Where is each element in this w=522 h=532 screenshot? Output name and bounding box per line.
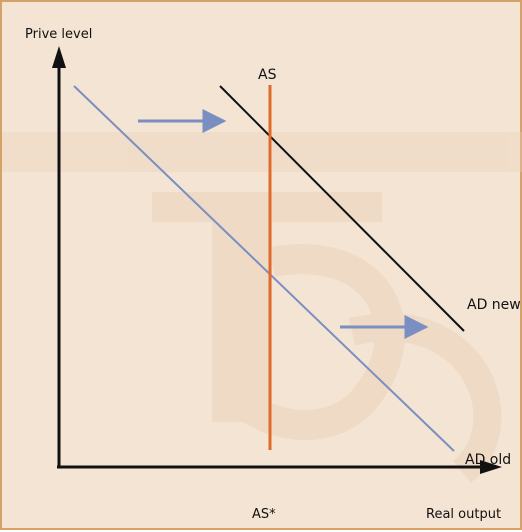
ad-new-label: AD new (467, 297, 521, 313)
x-axis-arrowhead (480, 460, 502, 474)
ad-new-line (219, 85, 465, 332)
as-top-label: AS (258, 67, 277, 83)
as-bottom-label: AS* (252, 507, 276, 522)
background-watermark (2, 132, 522, 483)
y-axis-label: Prive level (25, 27, 92, 42)
y-axis-arrowhead (52, 46, 66, 68)
ad-old-label: AD old (465, 452, 511, 468)
ad-old-line (73, 85, 455, 452)
axes (52, 46, 502, 474)
x-axis-label: Real output (426, 507, 501, 522)
